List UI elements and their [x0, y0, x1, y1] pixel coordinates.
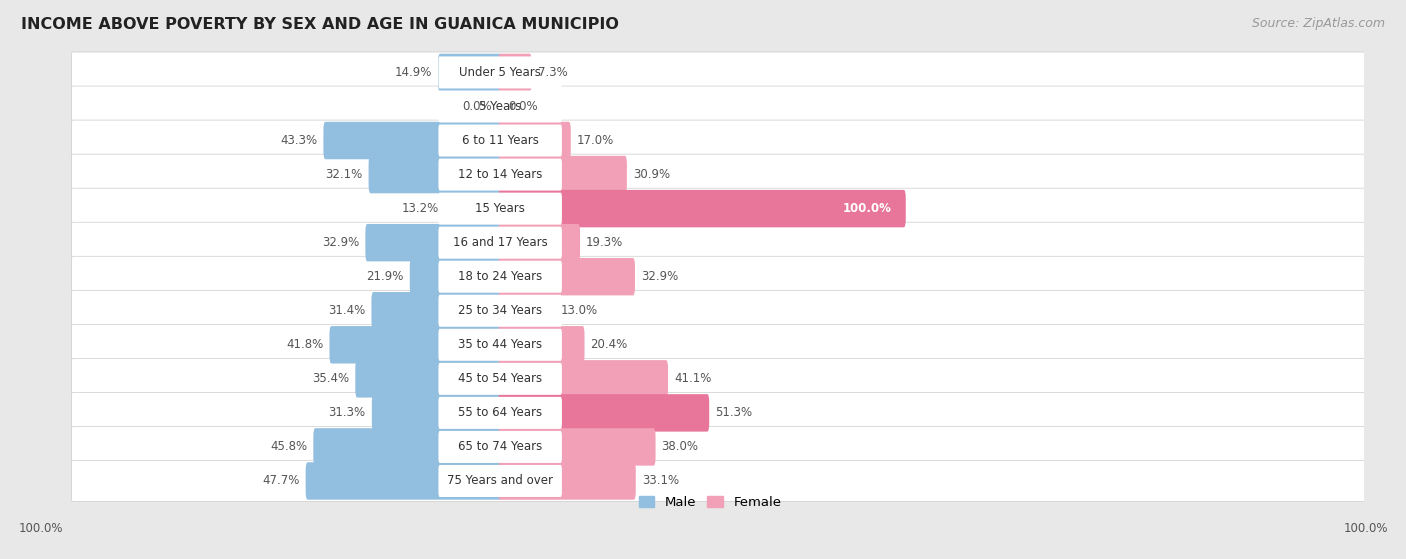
- FancyBboxPatch shape: [498, 292, 554, 329]
- Text: 14.9%: 14.9%: [395, 66, 432, 79]
- Text: 16 and 17 Years: 16 and 17 Years: [453, 236, 547, 249]
- FancyBboxPatch shape: [498, 360, 668, 397]
- Text: 0.0%: 0.0%: [508, 100, 538, 113]
- FancyBboxPatch shape: [439, 465, 562, 497]
- Text: Under 5 Years: Under 5 Years: [460, 66, 541, 79]
- FancyBboxPatch shape: [368, 156, 502, 193]
- FancyBboxPatch shape: [498, 224, 581, 262]
- FancyBboxPatch shape: [366, 224, 502, 262]
- FancyBboxPatch shape: [323, 122, 502, 159]
- Text: 6 to 11 Years: 6 to 11 Years: [461, 134, 538, 147]
- FancyBboxPatch shape: [498, 394, 709, 432]
- Text: 35 to 44 Years: 35 to 44 Years: [458, 338, 543, 351]
- Text: Source: ZipAtlas.com: Source: ZipAtlas.com: [1251, 17, 1385, 30]
- Text: 30.9%: 30.9%: [633, 168, 671, 181]
- FancyBboxPatch shape: [439, 431, 562, 463]
- Text: 21.9%: 21.9%: [367, 270, 404, 283]
- FancyBboxPatch shape: [498, 156, 627, 193]
- FancyBboxPatch shape: [498, 190, 905, 228]
- Text: 19.3%: 19.3%: [586, 236, 623, 249]
- FancyBboxPatch shape: [72, 392, 1365, 433]
- Text: 55 to 64 Years: 55 to 64 Years: [458, 406, 543, 419]
- FancyBboxPatch shape: [439, 91, 562, 122]
- Text: 100.0%: 100.0%: [842, 202, 891, 215]
- FancyBboxPatch shape: [72, 290, 1365, 331]
- FancyBboxPatch shape: [72, 256, 1365, 297]
- Text: 7.3%: 7.3%: [537, 66, 568, 79]
- Text: 0.0%: 0.0%: [463, 100, 492, 113]
- FancyBboxPatch shape: [439, 295, 562, 327]
- Text: 25 to 34 Years: 25 to 34 Years: [458, 304, 543, 318]
- Text: 100.0%: 100.0%: [1343, 522, 1388, 535]
- Text: 32.9%: 32.9%: [322, 236, 360, 249]
- Text: 100.0%: 100.0%: [18, 522, 63, 535]
- FancyBboxPatch shape: [329, 326, 502, 363]
- FancyBboxPatch shape: [498, 122, 571, 159]
- Text: 31.3%: 31.3%: [329, 406, 366, 419]
- Text: 15 Years: 15 Years: [475, 202, 524, 215]
- Text: 12 to 14 Years: 12 to 14 Years: [458, 168, 543, 181]
- FancyBboxPatch shape: [72, 52, 1365, 93]
- FancyBboxPatch shape: [409, 258, 502, 295]
- Text: 38.0%: 38.0%: [662, 440, 699, 453]
- FancyBboxPatch shape: [439, 125, 562, 157]
- Legend: Male, Female: Male, Female: [633, 491, 787, 515]
- Text: 5 Years: 5 Years: [479, 100, 522, 113]
- FancyBboxPatch shape: [72, 461, 1365, 501]
- FancyBboxPatch shape: [439, 159, 562, 191]
- Text: 18 to 24 Years: 18 to 24 Years: [458, 270, 543, 283]
- FancyBboxPatch shape: [498, 258, 636, 295]
- Text: 65 to 74 Years: 65 to 74 Years: [458, 440, 543, 453]
- FancyBboxPatch shape: [72, 154, 1365, 195]
- Text: 45.8%: 45.8%: [270, 440, 308, 453]
- FancyBboxPatch shape: [356, 360, 502, 397]
- FancyBboxPatch shape: [72, 324, 1365, 365]
- FancyBboxPatch shape: [439, 226, 562, 259]
- FancyBboxPatch shape: [439, 193, 562, 225]
- FancyBboxPatch shape: [72, 120, 1365, 161]
- Text: 33.1%: 33.1%: [641, 475, 679, 487]
- FancyBboxPatch shape: [498, 326, 585, 363]
- FancyBboxPatch shape: [439, 397, 562, 429]
- Text: 75 Years and over: 75 Years and over: [447, 475, 553, 487]
- FancyBboxPatch shape: [314, 428, 502, 466]
- FancyBboxPatch shape: [498, 54, 531, 91]
- Text: 13.2%: 13.2%: [402, 202, 439, 215]
- FancyBboxPatch shape: [72, 427, 1365, 467]
- FancyBboxPatch shape: [498, 428, 655, 466]
- FancyBboxPatch shape: [72, 222, 1365, 263]
- Text: 17.0%: 17.0%: [576, 134, 614, 147]
- Text: 31.4%: 31.4%: [328, 304, 366, 318]
- Text: 32.1%: 32.1%: [325, 168, 363, 181]
- Text: 41.1%: 41.1%: [673, 372, 711, 385]
- FancyBboxPatch shape: [305, 462, 502, 500]
- Text: 32.9%: 32.9%: [641, 270, 678, 283]
- Text: 41.8%: 41.8%: [287, 338, 323, 351]
- Text: INCOME ABOVE POVERTY BY SEX AND AGE IN GUANICA MUNICIPIO: INCOME ABOVE POVERTY BY SEX AND AGE IN G…: [21, 17, 619, 32]
- FancyBboxPatch shape: [444, 190, 502, 228]
- Text: 20.4%: 20.4%: [591, 338, 628, 351]
- Text: 47.7%: 47.7%: [263, 475, 299, 487]
- FancyBboxPatch shape: [439, 260, 562, 293]
- FancyBboxPatch shape: [439, 363, 562, 395]
- FancyBboxPatch shape: [439, 329, 562, 361]
- FancyBboxPatch shape: [371, 292, 502, 329]
- Text: 13.0%: 13.0%: [561, 304, 598, 318]
- FancyBboxPatch shape: [72, 86, 1365, 127]
- FancyBboxPatch shape: [72, 188, 1365, 229]
- Text: 45 to 54 Years: 45 to 54 Years: [458, 372, 543, 385]
- FancyBboxPatch shape: [72, 358, 1365, 399]
- Text: 51.3%: 51.3%: [716, 406, 752, 419]
- FancyBboxPatch shape: [371, 394, 502, 432]
- FancyBboxPatch shape: [439, 54, 502, 91]
- Text: 35.4%: 35.4%: [312, 372, 349, 385]
- FancyBboxPatch shape: [439, 56, 562, 88]
- Text: 43.3%: 43.3%: [280, 134, 318, 147]
- FancyBboxPatch shape: [498, 462, 636, 500]
